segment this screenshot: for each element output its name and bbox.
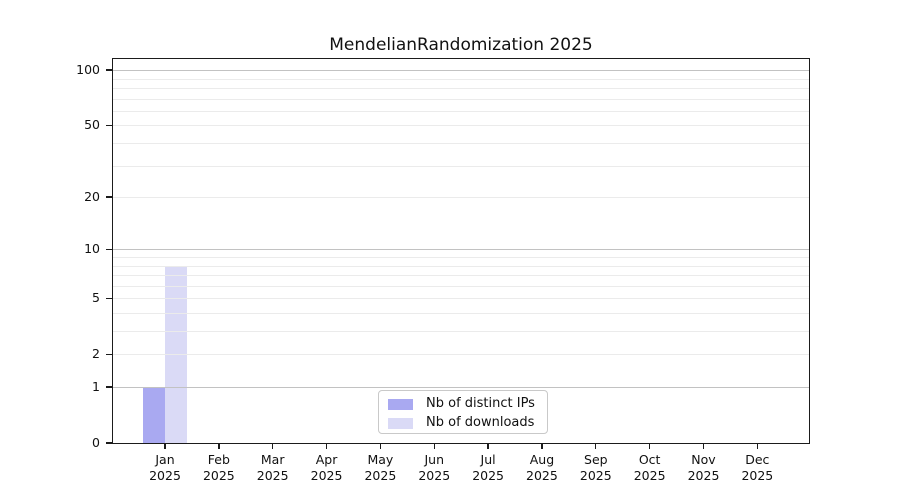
x-tick-mark	[756, 444, 759, 449]
year-label: 2025	[149, 468, 181, 483]
year-label: 2025	[579, 468, 612, 483]
major-gridline	[113, 125, 809, 127]
year-label: 2025	[310, 468, 343, 483]
x-tick-mark	[541, 444, 543, 449]
x-tick-label: Nov 2025	[674, 452, 734, 484]
year-label: 2025	[418, 468, 451, 483]
year-label: 2025	[472, 468, 504, 483]
minor-gridline	[113, 331, 809, 333]
y-tick-mark	[106, 124, 112, 127]
x-tick-label: Jun 2025	[404, 452, 464, 484]
y-tick-label: 1	[92, 379, 100, 394]
plot-area-frame	[112, 58, 810, 444]
month-label: Nov	[691, 452, 716, 467]
year-label: 2025	[256, 468, 289, 483]
month-label: May	[367, 452, 394, 467]
legend-entry-distinct-ips: Nb of distinct IPs	[379, 395, 547, 413]
x-tick-mark	[648, 444, 651, 449]
x-tick-mark	[702, 444, 705, 449]
minor-gridline	[113, 110, 809, 112]
minor-gridline	[113, 78, 809, 80]
decade-gridline	[113, 249, 809, 251]
x-tick-mark	[487, 444, 489, 449]
y-tick-label: 5	[92, 290, 100, 306]
legend-label: Nb of distinct IPs	[426, 396, 535, 411]
legend-box: Nb of distinct IPs Nb of downloads	[378, 390, 548, 434]
y-tick-mark	[106, 196, 112, 198]
major-gridline	[113, 197, 809, 199]
x-tick-mark	[433, 444, 435, 449]
major-gridline	[113, 298, 809, 300]
bar-distinct-ips	[143, 387, 165, 443]
chart-title: MendelianRandomization 2025	[329, 35, 593, 55]
month-label: Jan	[155, 452, 175, 467]
y-tick-mark	[106, 442, 112, 444]
y-tick-mark	[106, 386, 112, 388]
month-label: Sep	[584, 452, 608, 467]
month-label: Apr	[315, 452, 338, 467]
minor-gridline	[113, 312, 809, 314]
y-tick-label: 0	[92, 435, 100, 450]
year-label: 2025	[741, 468, 774, 483]
month-label: Jul	[480, 452, 496, 467]
y-tick-mark	[106, 248, 112, 250]
x-tick-label: Dec 2025	[727, 452, 787, 484]
year-label: 2025	[687, 468, 720, 483]
month-label: Jun	[424, 452, 445, 467]
x-tick-mark	[272, 444, 274, 449]
legend-swatch-downloads	[388, 418, 413, 429]
x-tick-mark	[379, 444, 382, 449]
y-tick-label: 100	[76, 62, 100, 78]
minor-gridline	[113, 265, 809, 267]
minor-gridline	[113, 88, 809, 90]
month-label: Feb	[207, 452, 230, 467]
x-tick-label: Sep 2025	[566, 452, 626, 484]
x-tick-label: Mar 2025	[243, 452, 303, 484]
x-tick-label: Jul 2025	[458, 452, 518, 484]
minor-gridline	[113, 98, 809, 100]
y-tick-label: 2	[92, 346, 100, 362]
x-tick-label: Aug 2025	[512, 452, 572, 484]
legend-entry-downloads: Nb of downloads	[379, 414, 547, 432]
year-label: 2025	[202, 468, 235, 483]
x-tick-mark	[164, 444, 166, 449]
year-label: 2025	[364, 468, 397, 483]
legend-swatch-distinct-ips	[388, 399, 413, 410]
x-tick-mark	[325, 444, 328, 449]
minor-gridline	[113, 257, 809, 258]
month-label: Dec	[745, 452, 770, 467]
year-label: 2025	[526, 468, 558, 483]
minor-gridline	[113, 275, 809, 277]
x-tick-label: Apr 2025	[297, 452, 357, 484]
year-label: 2025	[633, 468, 666, 483]
plot-area	[113, 59, 809, 443]
decade-gridline	[113, 387, 809, 388]
legend-label: Nb of downloads	[426, 415, 535, 430]
y-tick-label: 10	[84, 241, 100, 257]
minor-gridline	[113, 165, 809, 167]
bar-downloads	[165, 265, 187, 443]
decade-gridline	[113, 70, 809, 72]
x-tick-label: Feb 2025	[189, 452, 249, 484]
x-tick-mark	[218, 444, 220, 449]
month-label: Aug	[529, 452, 555, 467]
minor-gridline	[113, 143, 809, 145]
x-tick-label: Oct 2025	[620, 452, 680, 484]
y-tick-mark	[106, 297, 112, 299]
x-tick-label: May 2025	[350, 452, 410, 484]
y-tick-label: 50	[84, 117, 100, 133]
y-tick-mark	[106, 69, 112, 71]
month-label: Oct	[638, 452, 661, 467]
minor-gridline	[113, 285, 809, 287]
x-tick-mark	[595, 444, 597, 449]
major-gridline	[113, 354, 809, 356]
x-tick-label: Jan 2025	[135, 452, 195, 484]
y-tick-label: 20	[84, 189, 100, 205]
y-tick-mark	[106, 353, 112, 355]
month-label: Mar	[260, 452, 285, 467]
